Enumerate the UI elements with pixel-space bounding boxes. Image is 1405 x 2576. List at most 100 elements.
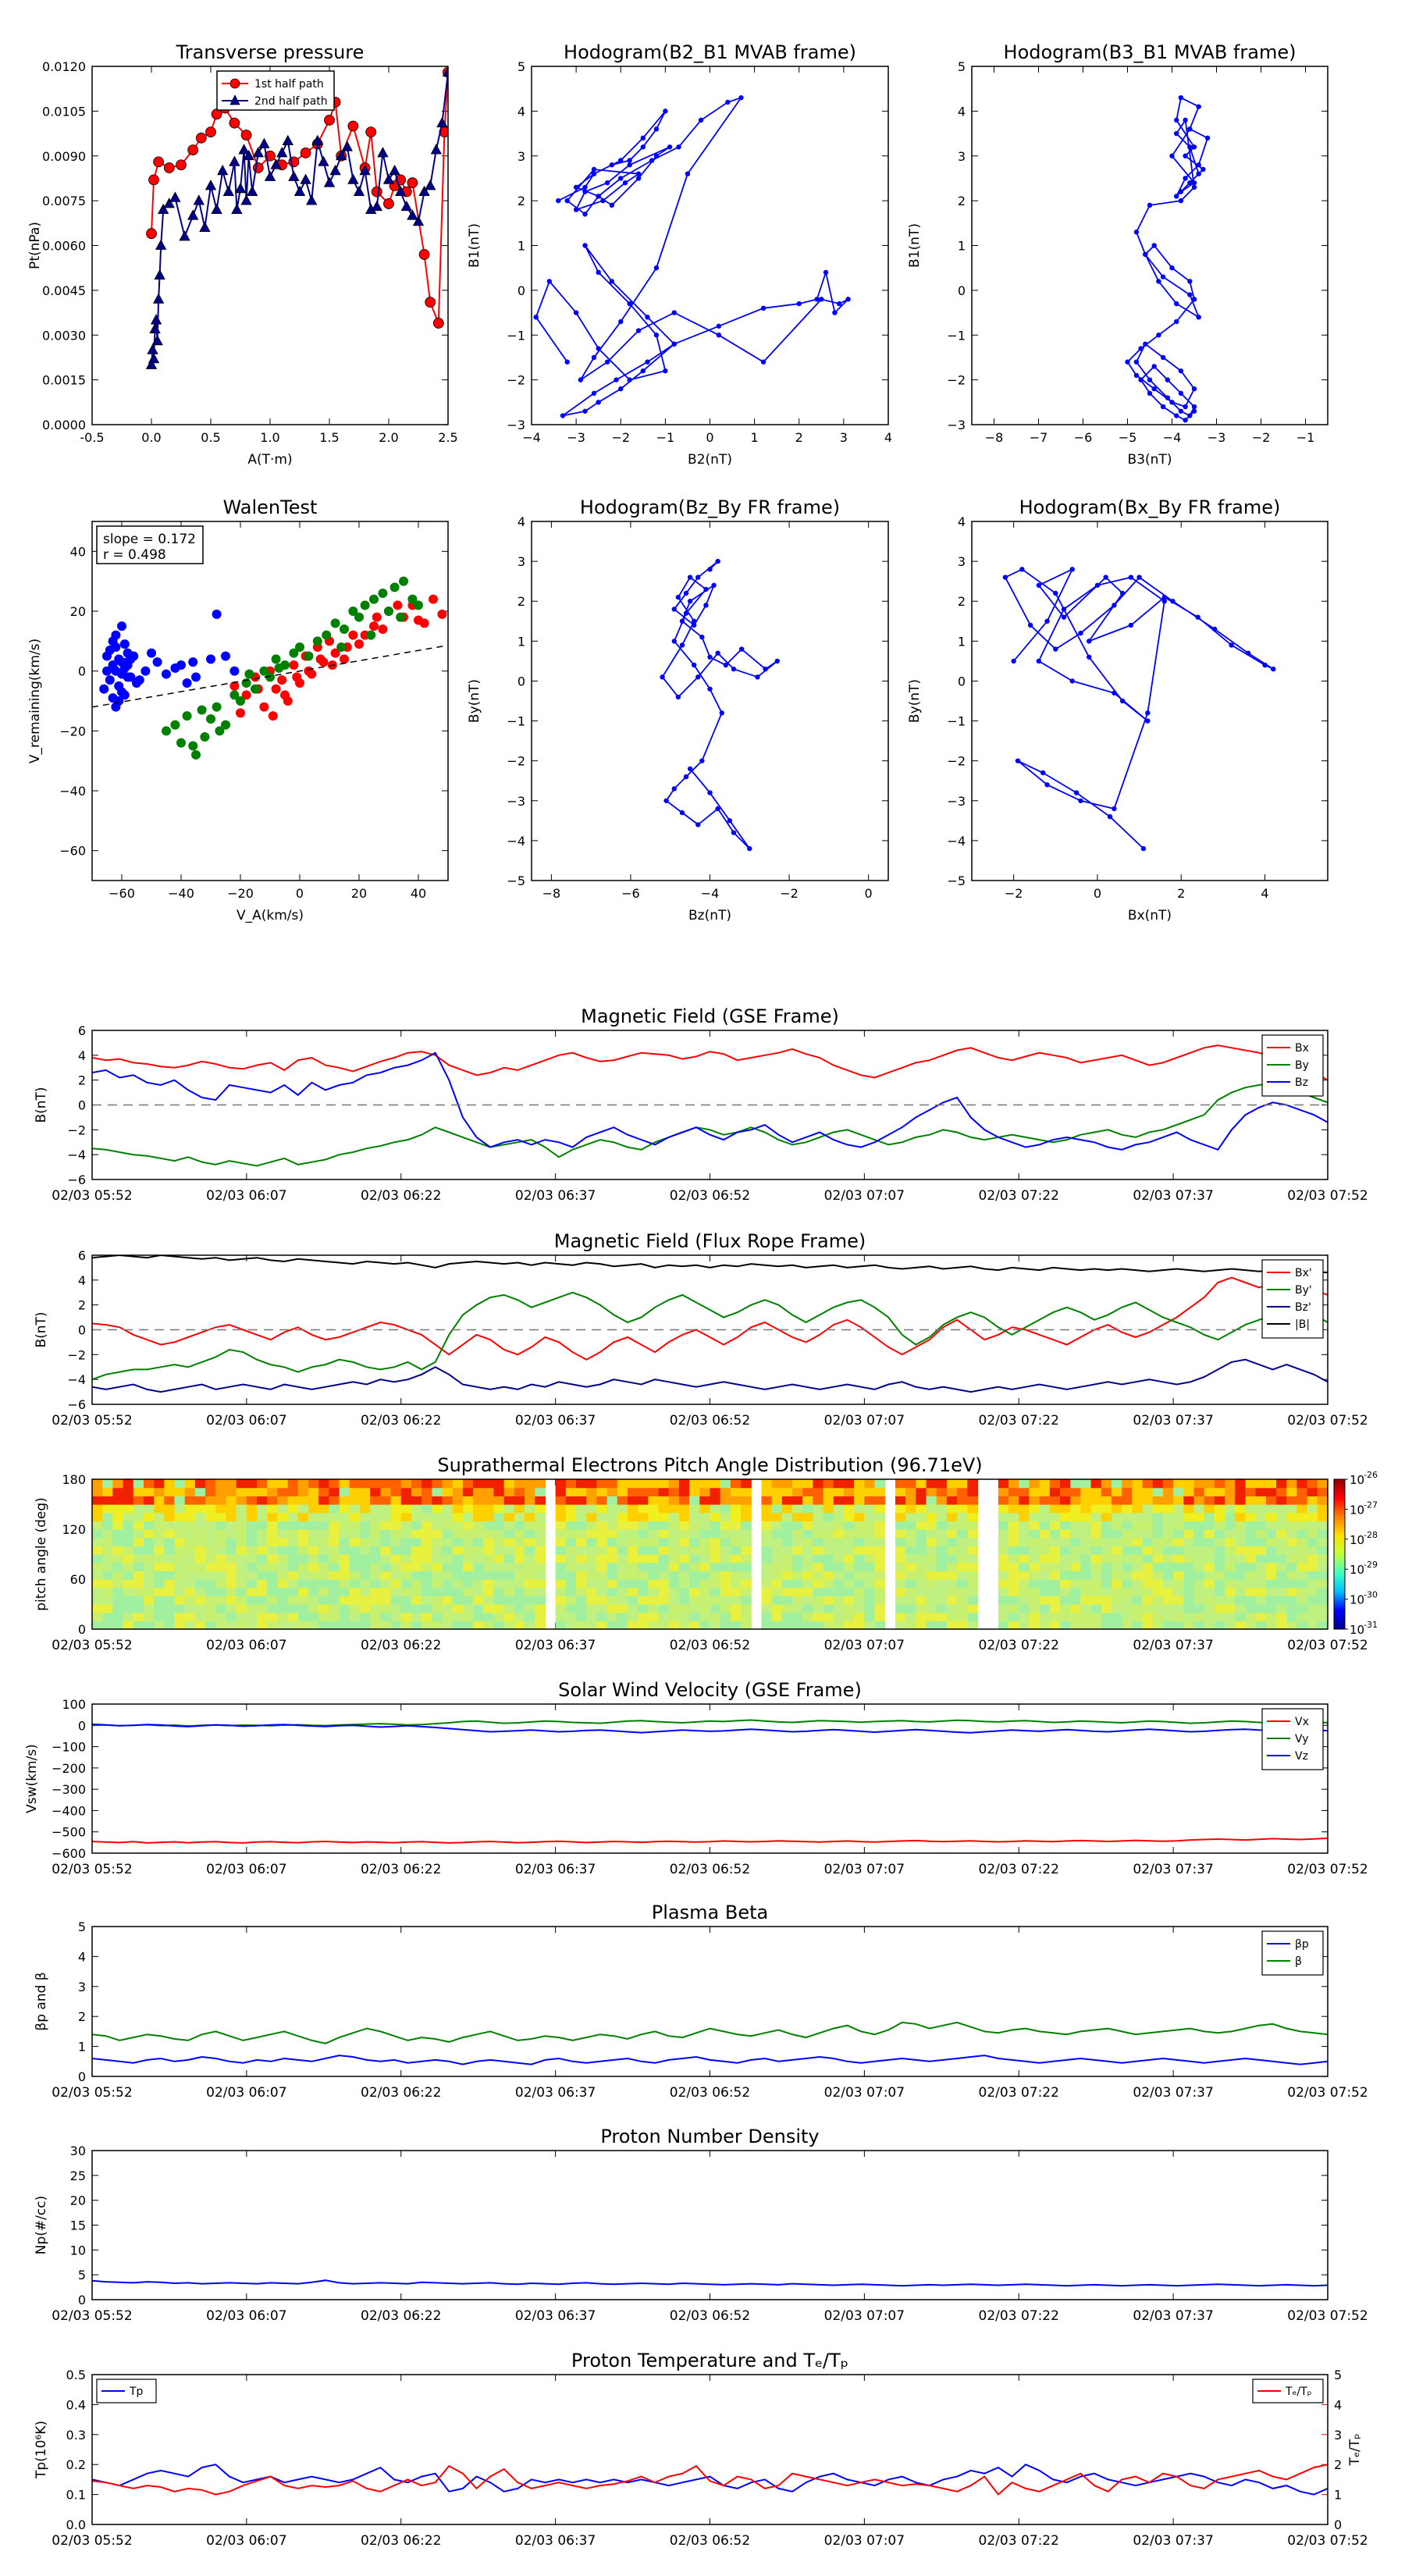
data-point: [1160, 404, 1166, 410]
heatmap-cell: [1090, 1496, 1102, 1505]
heatmap-cell: [1122, 1621, 1133, 1629]
heatmap-cell: [1090, 1571, 1102, 1580]
heatmap-cell: [339, 1512, 350, 1521]
heatmap-cell: [823, 1612, 834, 1621]
heatmap-cell: [473, 1496, 484, 1505]
legend-box: [1261, 1259, 1324, 1339]
data-point: [1128, 575, 1134, 580]
heatmap-cell: [257, 1529, 268, 1539]
heatmap-cell: [895, 1587, 906, 1596]
heatmap-cell: [761, 1546, 773, 1555]
heatmap-cell: [905, 1612, 916, 1621]
heatmap-cell: [905, 1504, 916, 1514]
heatmap-cell: [1008, 1596, 1019, 1605]
heatmap-cell: [1204, 1604, 1215, 1614]
heatmap-cell: [967, 1496, 979, 1505]
heatmap-cell: [1152, 1604, 1164, 1614]
heatmap-cell: [946, 1521, 958, 1530]
heatmap-cell: [689, 1604, 700, 1614]
heatmap-cell: [565, 1621, 577, 1629]
heatmap-cell: [1111, 1487, 1122, 1496]
data-point: [703, 586, 709, 592]
heatmap-cell: [442, 1554, 454, 1564]
heatmap-cell: [1049, 1604, 1061, 1614]
data-point: [578, 377, 584, 382]
heatmap-cell: [771, 1496, 783, 1505]
heatmap-cell: [1008, 1537, 1019, 1546]
heatmap-cell: [606, 1479, 618, 1489]
heatmap-cell: [297, 1612, 309, 1621]
heatmap-cell: [730, 1496, 742, 1505]
heatmap-cell: [627, 1562, 638, 1571]
heatmap-cell: [967, 1596, 979, 1605]
heatmap-cell: [689, 1587, 700, 1596]
heatmap-cell: [1297, 1504, 1308, 1514]
heatmap-cell: [257, 1521, 268, 1530]
heatmap-cell: [1162, 1604, 1174, 1614]
heatmap-cell: [174, 1546, 186, 1555]
data-point: [609, 202, 615, 208]
heatmap-cell: [1173, 1596, 1184, 1605]
heatmap-cell: [1080, 1554, 1092, 1564]
heatmap-cell: [586, 1512, 597, 1521]
heatmap-cell: [1080, 1587, 1092, 1596]
heatmap-cell: [432, 1612, 443, 1621]
heatmap-cell: [638, 1596, 649, 1605]
data-point: [268, 711, 278, 721]
heatmap-cell: [1245, 1546, 1257, 1555]
x-tick-label: 02/03 07:07: [824, 1862, 905, 1877]
heatmap-cell: [1265, 1571, 1277, 1580]
data-point: [295, 642, 304, 652]
heatmap-cell: [349, 1596, 361, 1605]
x-tick-label: 02/03 07:37: [1133, 2308, 1213, 2324]
heatmap-cell: [813, 1537, 824, 1546]
heatmap-cell: [916, 1504, 927, 1514]
heatmap-cell: [648, 1596, 660, 1605]
heatmap-cell: [576, 1512, 587, 1521]
x-tick-label: 02/03 07:52: [1287, 1188, 1368, 1204]
heatmap-cell: [277, 1504, 289, 1514]
heatmap-cell: [174, 1537, 186, 1546]
heatmap-cell: [802, 1487, 814, 1496]
heatmap-cell: [422, 1512, 432, 1521]
heatmap-cell: [905, 1521, 916, 1530]
heatmap-cell: [143, 1554, 155, 1564]
heatmap-cell: [771, 1512, 783, 1521]
data-point: [604, 359, 610, 365]
heatmap-cell: [246, 1612, 258, 1621]
heatmap-cell: [668, 1554, 680, 1564]
heatmap-cell: [184, 1554, 196, 1564]
heatmap-cell: [802, 1504, 814, 1514]
heatmap-cell: [154, 1504, 165, 1514]
heatmap-cell: [1193, 1529, 1205, 1539]
heatmap-cell: [617, 1587, 628, 1596]
heatmap-cell: [802, 1521, 814, 1530]
heatmap-cell: [606, 1529, 618, 1539]
heatmap-cell: [297, 1587, 309, 1596]
y-tick-label: 0.5: [66, 2368, 86, 2382]
heatmap-cell: [535, 1504, 546, 1514]
heatmap-cell: [1204, 1546, 1215, 1555]
heatmap-cell: [277, 1537, 289, 1546]
heatmap-cell: [741, 1479, 752, 1489]
data-point: [119, 639, 130, 649]
heatmap-cell: [442, 1596, 454, 1605]
heatmap-cell: [215, 1571, 227, 1580]
heatmap-cell: [1255, 1487, 1267, 1496]
heatmap-cell: [462, 1562, 474, 1571]
heatmap-cell: [1193, 1596, 1205, 1605]
heatmap-cell: [1152, 1479, 1164, 1489]
heatmap-cell: [926, 1587, 937, 1596]
y-tick-label: 1: [78, 2040, 86, 2055]
heatmap-cell: [92, 1604, 103, 1614]
heatmap-cell: [668, 1596, 680, 1605]
heatmap-cell: [411, 1521, 422, 1530]
heatmap-cell: [462, 1504, 474, 1514]
data-point: [1165, 377, 1171, 382]
heatmap-cell: [596, 1504, 608, 1514]
heatmap-cell: [390, 1546, 402, 1555]
heatmap-cell: [720, 1621, 731, 1629]
heatmap-cell: [1039, 1487, 1051, 1496]
heatmap-cell: [226, 1496, 237, 1505]
data-point: [140, 666, 151, 676]
